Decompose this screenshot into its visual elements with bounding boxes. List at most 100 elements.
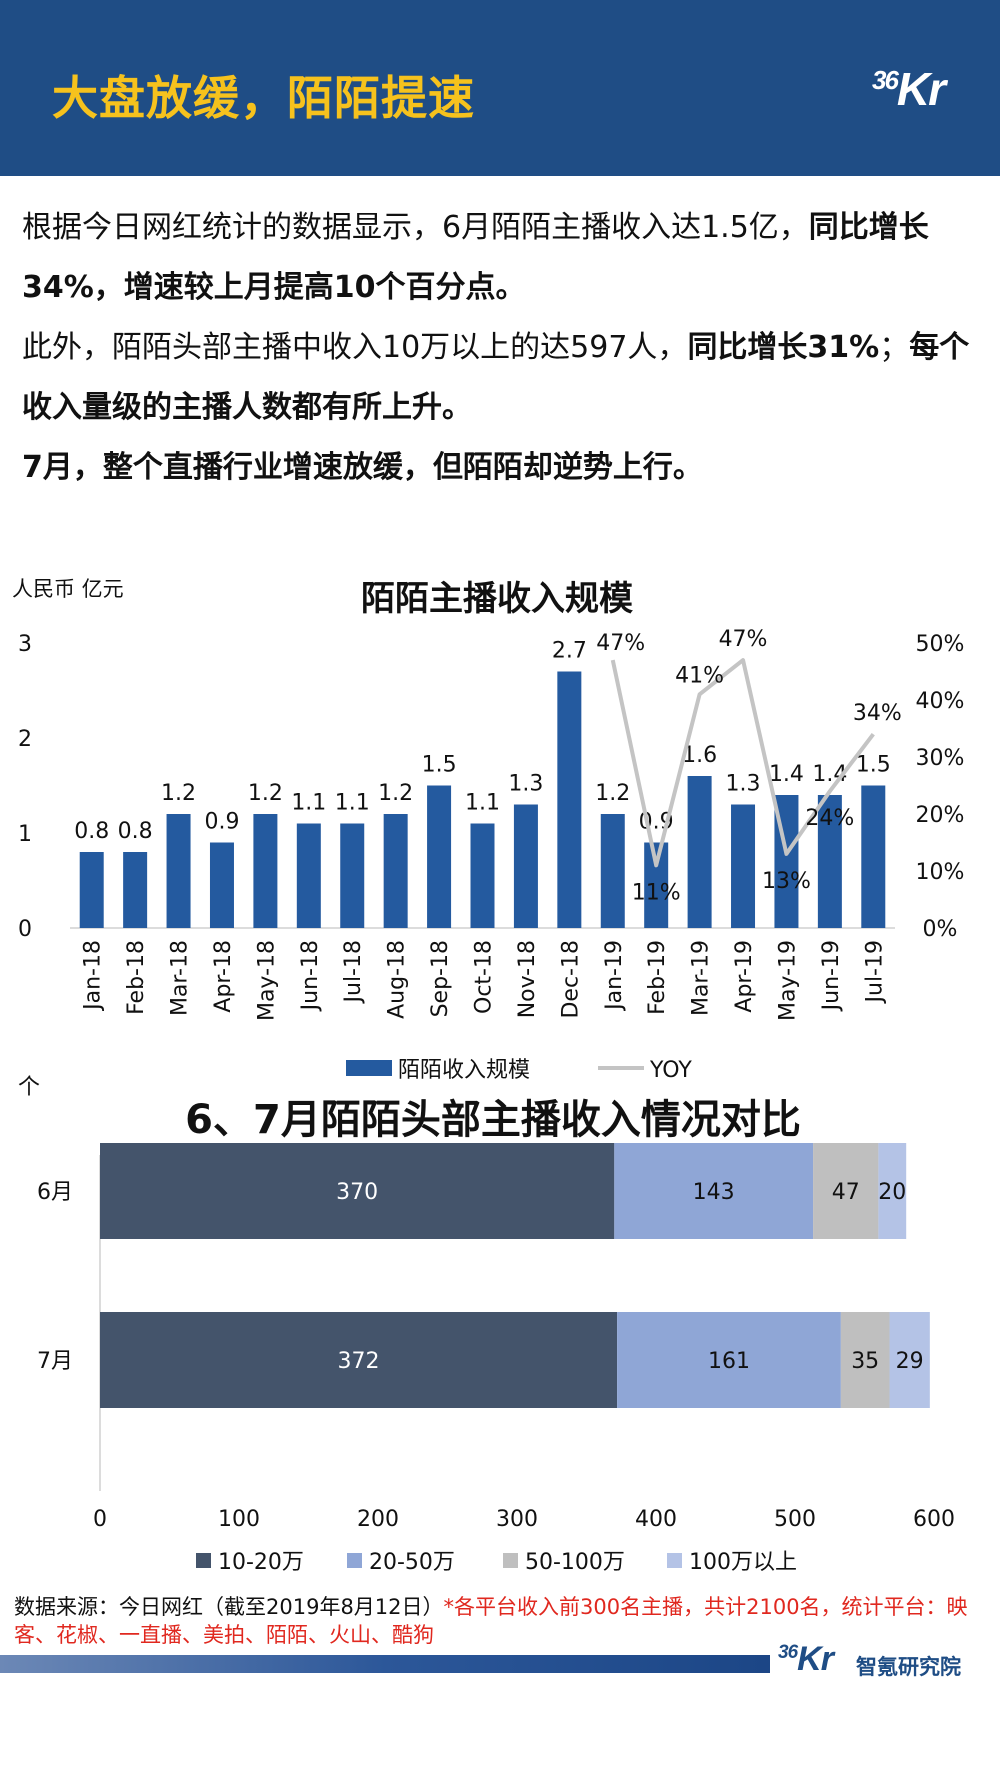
bar-data-label: 1.2	[378, 781, 413, 806]
x-tick-label: Jul-19	[862, 940, 887, 1004]
bar-data-label: 1.3	[508, 772, 543, 797]
x-tick-label: 600	[913, 1507, 955, 1532]
category-label: 7月	[37, 1349, 73, 1374]
footer-logo-text: Kr	[797, 1640, 834, 1678]
revenue-bar	[557, 671, 582, 928]
revenue-bar	[687, 776, 712, 928]
x-tick-label: Apr-19	[732, 940, 757, 1013]
stacked-bar-segment	[614, 1143, 814, 1239]
segment-data-label: 372	[338, 1349, 380, 1374]
36kr-logo: 36Kr	[872, 62, 946, 116]
logo-number: 36	[872, 65, 899, 95]
x-tick-label: Jun-18	[298, 940, 323, 1012]
legend-label: 50-100万	[525, 1550, 625, 1575]
chart-title: 陌陌主播收入规模	[361, 579, 633, 619]
segment-data-label: 29	[896, 1349, 924, 1374]
data-source-note: 数据来源：今日网红（截至2019年8月12日）*各平台收入前300名主播，共计2…	[14, 1593, 984, 1649]
yoy-data-label: 41%	[675, 663, 724, 688]
intro-p3-bold: 7月，整个直播行业增速放缓，但陌陌却逆势上行。	[22, 450, 703, 485]
unit-label: 个	[18, 1075, 40, 1100]
y-tick-label: 3	[18, 632, 32, 657]
source-text: 数据来源：今日网红（截至2019年8月12日）	[14, 1595, 444, 1619]
legend-swatch	[347, 1553, 362, 1568]
footer-org-name: 智氪研究院	[856, 1655, 961, 1679]
x-tick-label: Jul-18	[341, 940, 366, 1004]
revenue-bar	[123, 852, 148, 928]
intro-p2-normal: 此外，陌陌头部主播中收入10万以上的达597人，	[22, 330, 688, 365]
segment-data-label: 47	[832, 1180, 860, 1205]
x-tick-label: 0	[93, 1507, 107, 1532]
x-tick-label: Jun-19	[819, 940, 844, 1012]
x-tick-label: May-18	[254, 940, 279, 1021]
revenue-bar	[340, 823, 365, 928]
revenue-bar	[600, 814, 625, 928]
x-tick-label: Sep-18	[428, 940, 453, 1017]
intro-p2-bold2: 每个收入量级的主播人数都有所上升。	[22, 330, 970, 425]
x-tick-label: Mar-18	[168, 940, 193, 1016]
y2-tick-label: 20%	[916, 803, 965, 828]
segment-data-label: 20	[878, 1180, 906, 1205]
x-tick-label: Aug-18	[385, 940, 410, 1019]
y2-tick-label: 10%	[916, 860, 965, 885]
bar-data-label: 1.1	[465, 791, 500, 816]
x-tick-label: Jan-19	[602, 940, 627, 1012]
footer-logo-number: 36	[778, 1642, 798, 1663]
revenue-bar	[427, 785, 452, 928]
legend-swatch	[667, 1553, 682, 1568]
legend-label: 20-50万	[369, 1550, 455, 1575]
bar-data-label: 0.8	[118, 819, 153, 844]
chart-title: 6、7月陌陌头部主播收入情况对比	[185, 1097, 801, 1143]
x-tick-label: 100	[218, 1507, 260, 1532]
x-tick-label: 400	[635, 1507, 677, 1532]
revenue-bar	[253, 814, 278, 928]
y-axis-label: 人民币 亿元	[12, 577, 124, 601]
bar-data-label: 1.2	[161, 781, 196, 806]
anchor-comparison-chart: 个 6、7月陌陌头部主播收入情况对比 6月 370 143 47 20 7月 372 161 35 2…	[18, 1075, 955, 1575]
stacked-bar-segment	[813, 1143, 879, 1239]
revenue-bar	[79, 852, 104, 928]
bar-data-label: 1.5	[856, 753, 891, 778]
revenue-bar	[731, 804, 756, 928]
bar-data-label: 1.4	[769, 762, 804, 787]
revenue-bar	[296, 823, 321, 928]
yoy-data-label: 24%	[805, 806, 854, 831]
yoy-data-label: 47%	[719, 627, 768, 652]
x-tick-label: 300	[496, 1507, 538, 1532]
x-tick-label: Jan-18	[81, 940, 106, 1012]
intro-p2-bold: 同比增长31%	[687, 330, 880, 365]
yoy-data-label: 34%	[853, 701, 902, 726]
x-tick-label: Apr-18	[211, 940, 236, 1013]
source-footnote: *各平台收入前300名主播，共计2100名，统计平台：映客、花椒、一直播、美拍、…	[14, 1595, 968, 1647]
footer-36kr-logo: 36Kr	[778, 1640, 834, 1679]
y2-tick-label: 40%	[916, 689, 965, 714]
bar-data-label: 1.2	[248, 781, 283, 806]
bar-data-label: 2.7	[552, 639, 587, 664]
bar-data-label: 1.2	[595, 781, 630, 806]
bar-data-label: 1.5	[422, 753, 457, 778]
legend-swatch	[503, 1553, 518, 1568]
legend-swatch	[196, 1553, 211, 1568]
stacked-bar-segment	[878, 1143, 907, 1239]
segment-data-label: 161	[708, 1349, 750, 1374]
x-tick-label: Dec-18	[558, 940, 583, 1019]
revenue-bar	[861, 785, 886, 928]
yoy-data-label: 47%	[596, 631, 645, 656]
intro-p1-normal: 根据今日网红统计的数据显示，6月陌陌主播收入达1.5亿，	[22, 210, 809, 245]
stacked-bar-segment	[617, 1312, 841, 1408]
revenue-bar	[166, 814, 191, 928]
yoy-line	[610, 658, 875, 868]
revenue-bar	[209, 842, 234, 928]
segment-data-label: 35	[851, 1349, 879, 1374]
bar-data-label: 1.1	[335, 791, 370, 816]
bar-data-label: 1.1	[291, 791, 326, 816]
category-label: 6月	[37, 1180, 73, 1205]
x-tick-label: Feb-19	[645, 940, 670, 1015]
stacked-bar-segment	[889, 1312, 930, 1408]
intro-p2-sep: ；	[879, 330, 910, 365]
legend-label: 100万以上	[689, 1550, 797, 1575]
revenue-chart: 人民币 亿元 陌陌主播收入规模01230%10%20%30%40%50%0.8Ja…	[12, 577, 965, 1080]
revenue-bar	[513, 804, 538, 928]
yoy-data-label: 13%	[762, 869, 811, 894]
bar-data-label: 1.3	[726, 772, 761, 797]
bar-data-label: 0.9	[204, 810, 239, 835]
